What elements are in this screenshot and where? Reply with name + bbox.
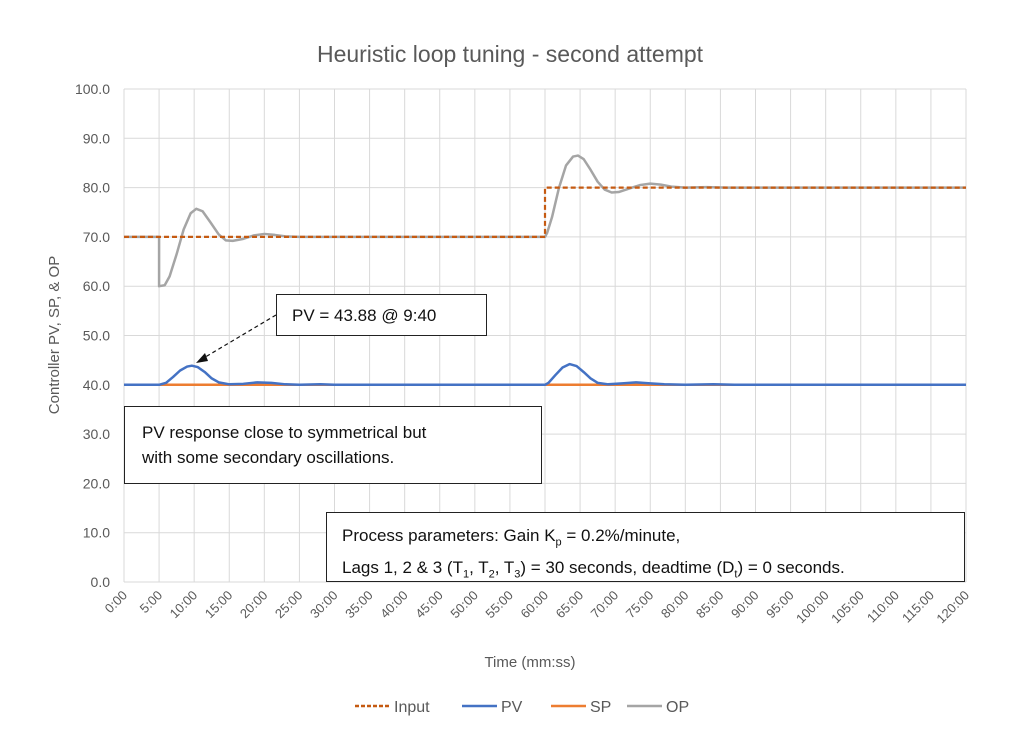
- text: ) = 0 seconds.: [737, 558, 845, 578]
- y-tick-label: 80.0: [83, 180, 110, 196]
- chart-title: Heuristic loop tuning - second attempt: [317, 41, 704, 67]
- text: Lags 1, 2 & 3 (T: [342, 558, 463, 578]
- y-tick-label: 70.0: [83, 229, 110, 245]
- process-parameters-note: Process parameters: Gain Kp = 0.2%/minut…: [326, 512, 965, 582]
- legend-label-op: OP: [666, 699, 689, 716]
- process-parameters-line1: Process parameters: Gain Kp = 0.2%/minut…: [342, 523, 964, 555]
- x-tick-label: 35:00: [342, 588, 376, 622]
- y-tick-label: 0.0: [91, 574, 111, 590]
- x-tick-label: 85:00: [693, 588, 727, 622]
- y-tick-label: 90.0: [83, 130, 110, 146]
- legend-label-input: Input: [394, 699, 430, 716]
- callout-arrowhead: [196, 353, 208, 363]
- x-tick-label: 30:00: [307, 588, 341, 622]
- x-tick-label: 80:00: [658, 588, 692, 622]
- x-tick-label: 55:00: [482, 588, 516, 622]
- x-tick-label: 15:00: [202, 588, 236, 622]
- x-tick-label: 100:00: [793, 588, 832, 627]
- x-tick-label: 60:00: [518, 588, 552, 622]
- x-tick-label: 0:00: [102, 588, 131, 617]
- series-line-op: [124, 154, 966, 288]
- text: , T: [469, 558, 489, 578]
- subscript: p: [555, 536, 562, 549]
- series-line-input: [124, 186, 966, 238]
- subscript: 2: [488, 568, 495, 581]
- text: ) = 30 seconds, deadtime (D: [520, 558, 735, 578]
- pv-peak-callout: PV = 43.88 @ 9:40: [276, 294, 487, 336]
- process-parameters-line2: Lags 1, 2 & 3 (T1, T2, T3) = 30 seconds,…: [342, 555, 964, 587]
- x-tick-label: 45:00: [412, 588, 446, 622]
- x-tick-label: 40:00: [377, 588, 411, 622]
- y-tick-label: 30.0: [83, 426, 110, 442]
- series-line-pv: [124, 362, 966, 387]
- x-tick-label: 20:00: [237, 588, 271, 622]
- y-tick-label: 60.0: [83, 278, 110, 294]
- x-tick-label: 115:00: [899, 588, 937, 626]
- y-tick-label: 20.0: [83, 475, 110, 491]
- x-tick-label: 50:00: [447, 588, 481, 622]
- y-tick-label: 100.0: [75, 81, 110, 97]
- text: Process parameters: Gain K: [342, 526, 556, 545]
- subscript: t: [734, 568, 738, 581]
- x-tick-label: 110:00: [864, 588, 902, 626]
- x-tick-label: 10:00: [167, 588, 201, 622]
- y-tick-label: 10.0: [83, 525, 110, 541]
- x-tick-label: 120:00: [933, 588, 972, 627]
- x-tick-label: 105:00: [828, 588, 867, 627]
- pv-response-note-line2: with some secondary oscillations.: [142, 448, 395, 467]
- y-axis-label: Controller PV, SP, & OP: [46, 256, 63, 414]
- x-tick-label: 25:00: [272, 588, 306, 622]
- y-tick-label: 40.0: [83, 377, 110, 393]
- pv-peak-callout-text: PV = 43.88 @ 9:40: [292, 306, 437, 325]
- text: , T: [494, 558, 515, 578]
- x-tick-label: 75:00: [623, 588, 657, 622]
- legend-label-pv: PV: [501, 699, 523, 716]
- x-tick-label: 90:00: [728, 588, 762, 622]
- text: = 0.2%/minute,: [561, 526, 681, 545]
- pv-response-note: PV response close to symmetrical but wit…: [124, 406, 542, 484]
- x-axis-label: Time (mm:ss): [484, 654, 575, 671]
- y-tick-label: 50.0: [83, 328, 110, 344]
- subscript: 1: [462, 568, 470, 581]
- x-tick-label: 5:00: [137, 588, 166, 617]
- legend-label-sp: SP: [590, 699, 611, 716]
- subscript: 3: [514, 568, 521, 581]
- callout-arrow: [201, 314, 277, 360]
- x-tick-label: 95:00: [763, 588, 797, 622]
- x-tick-label: 70:00: [588, 588, 622, 622]
- pv-response-note-line1: PV response close to symmetrical but: [142, 423, 427, 442]
- x-tick-label: 65:00: [553, 588, 587, 622]
